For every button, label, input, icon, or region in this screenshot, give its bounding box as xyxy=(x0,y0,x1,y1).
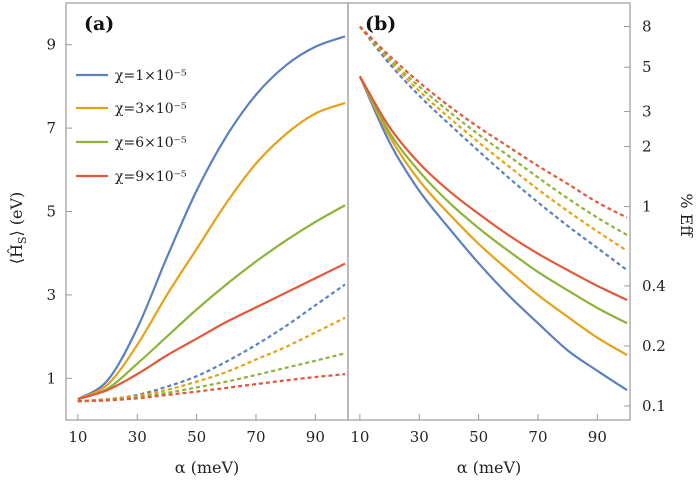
panel-a-label: (a) xyxy=(84,13,114,35)
panel-a-xtick-label: 50 xyxy=(187,428,206,446)
panel-b-ytick-label: 5 xyxy=(642,58,652,76)
panel-b-series-dashed-6 xyxy=(359,25,628,236)
panel-a-series-solid-0 xyxy=(77,35,346,401)
panel-b-ytick-label: 0.1 xyxy=(642,397,666,415)
panel-a-xtick-label: 10 xyxy=(68,428,87,446)
panel-b-xtick-label: 50 xyxy=(469,428,488,446)
panel-b-xtick-label: 70 xyxy=(528,428,547,446)
panel-b-ytick-label: 0.4 xyxy=(642,277,666,295)
panel-b-series-solid-0 xyxy=(358,75,628,392)
panel-b-series-solid-2 xyxy=(358,75,628,325)
panel-a-ylabel: ⟨ĤS⟩ (eV) xyxy=(6,192,29,265)
panel-b-series-solid-1 xyxy=(358,75,628,356)
legend: χ=1×10⁻⁵ χ=3×10⁻⁵ χ=6×10⁻⁵ χ=9×10⁻⁵ xyxy=(76,68,187,185)
legend-label-chi-3: χ=3×10⁻⁵ xyxy=(115,101,187,117)
panel-b-xtick-label: 90 xyxy=(588,428,607,446)
panel-b-series-dashed-4 xyxy=(359,25,628,272)
panel-b-ytick-label: 3 xyxy=(642,102,652,120)
panel-b-series-dashed-7 xyxy=(359,25,628,219)
panel-a-frame xyxy=(65,2,349,421)
legend-label-chi-6: χ=6×10⁻⁵ xyxy=(115,135,187,151)
panel-a-series-solid-2 xyxy=(77,204,346,401)
panel-b-xtick-label: 10 xyxy=(350,428,369,446)
panel-b-ytick-label: 1 xyxy=(642,198,652,216)
panel-a-xlabel: α (meV) xyxy=(175,458,240,477)
legend-label-chi-1: χ=1×10⁻⁵ xyxy=(115,68,187,84)
panel-a-ytick-label: 9 xyxy=(46,36,56,54)
panel-b-series-dashed-5 xyxy=(359,25,628,252)
panel-b-frame xyxy=(347,2,631,421)
panel-a-series-dashed-7 xyxy=(77,373,346,403)
panel-a-ytick-label: 3 xyxy=(46,286,56,304)
panel-b-xtick-label: 30 xyxy=(410,428,429,446)
panel-b-ytick-label: 8 xyxy=(642,18,652,36)
panel-b-ticks: 10 30 50 70 90 0.1 0.2 0.4 1 2 3 5 8 xyxy=(350,18,666,446)
panel-b-lines xyxy=(358,25,628,392)
legend-label-chi-9: χ=9×10⁻⁵ xyxy=(115,169,187,185)
panel-a-xtick-label: 90 xyxy=(306,428,325,446)
panel-a-ytick-label: 5 xyxy=(46,203,56,221)
panel-b-xlabel: α (meV) xyxy=(457,458,522,477)
panel-b-ylabel: % Eff xyxy=(677,193,696,238)
panel-b-label: (b) xyxy=(365,13,396,35)
panel-a-series-solid-3 xyxy=(77,262,346,401)
panel-a-ytick-label: 7 xyxy=(46,119,56,137)
panel-a-ytick-label: 1 xyxy=(46,369,56,387)
panel-b-ytick-label: 2 xyxy=(642,138,652,156)
panel-b-series-solid-3 xyxy=(358,75,628,301)
panel-a-lines xyxy=(77,35,346,403)
panel-a-xtick-label: 70 xyxy=(246,428,265,446)
panel-a-xtick-label: 30 xyxy=(128,428,147,446)
panel-a-series-solid-1 xyxy=(77,102,346,401)
panel-a-ticks: 10 30 50 70 90 1 3 5 7 9 xyxy=(46,36,324,446)
panel-b-ytick-label: 0.2 xyxy=(642,337,666,355)
